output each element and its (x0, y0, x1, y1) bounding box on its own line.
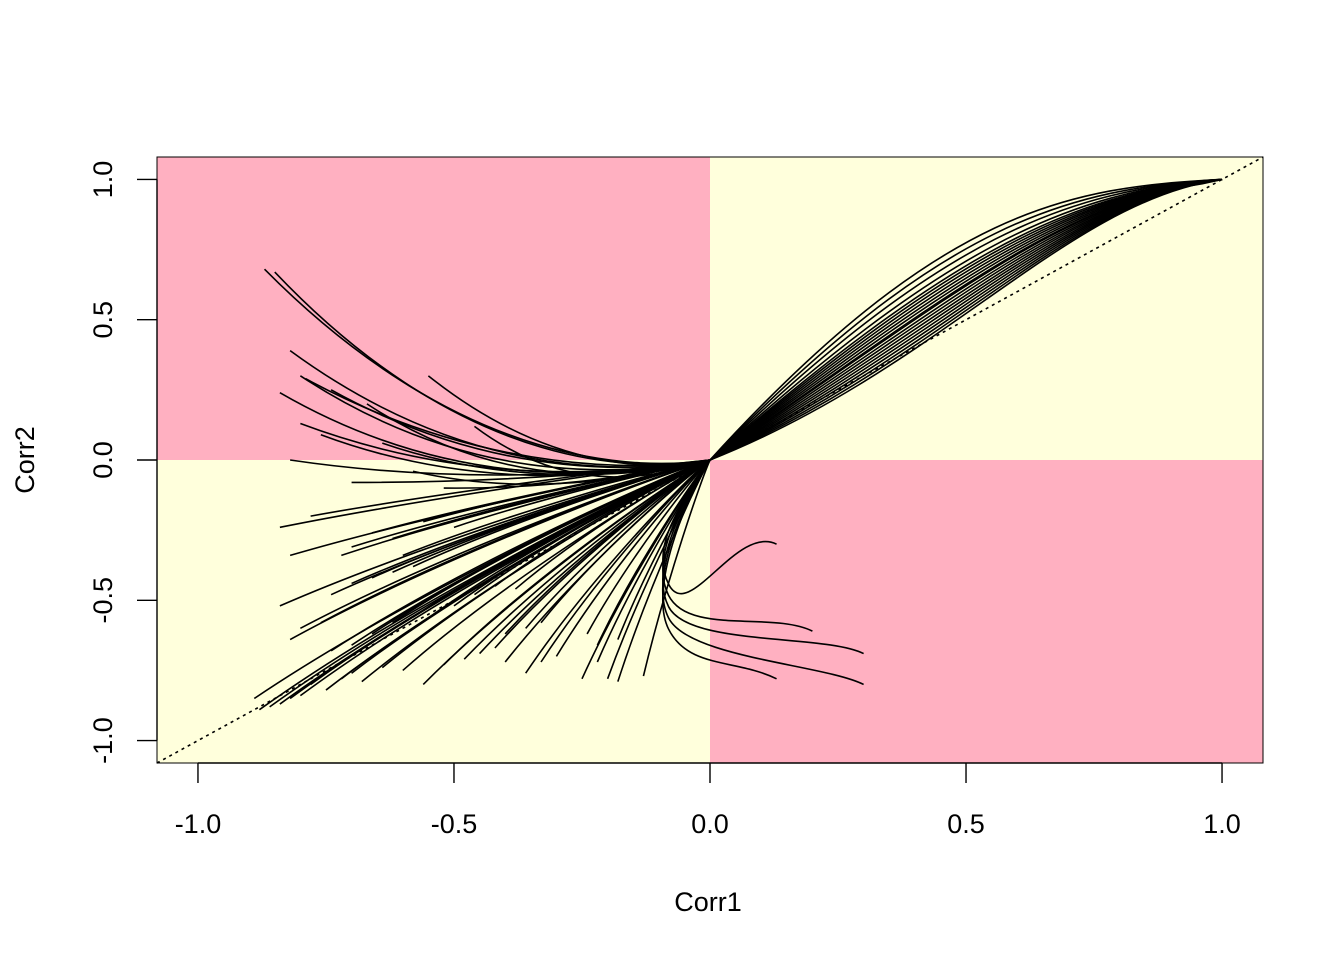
curve-lower-right-81 (662, 459, 864, 655)
curve-upper-right-tip-109 (1145, 178, 1223, 192)
y-tick-label: 1.0 (88, 161, 118, 199)
quadrant-top-left (157, 157, 710, 460)
curve-lower-right-82 (662, 459, 864, 686)
curve-upper-right-86 (709, 178, 1223, 461)
curve-lower-right-79 (662, 459, 777, 595)
x-tick-label: 0.5 (947, 809, 985, 839)
curve-upper-right-85 (709, 178, 1223, 461)
x-tick-label: 1.0 (1203, 809, 1241, 839)
curve-lower-right-80 (662, 459, 813, 632)
reference-diagonal (156, 156, 1264, 764)
curve-lower-50 (504, 459, 711, 663)
curve-lower-59 (642, 459, 711, 677)
y-tick-label: 0.0 (88, 441, 118, 479)
x-tick-label: -0.5 (431, 809, 478, 839)
quadrant-bottom-right (710, 460, 1263, 763)
curve-upper-left-78 (443, 459, 711, 489)
y-axis: -1.0 -0.5 0.0 0.5 1.0 (88, 161, 158, 764)
y-tick-label: -1.0 (88, 717, 118, 764)
x-tick-label: -1.0 (175, 809, 222, 839)
curve-upper-right-104 (709, 178, 1223, 461)
curve-lower-61 (596, 459, 711, 663)
y-axis-title: Corr2 (10, 426, 40, 494)
curve-upper-left-77 (351, 459, 711, 484)
y-tick-label: -0.5 (88, 577, 118, 624)
correlation-curves (253, 178, 1223, 711)
x-axis-title: Corr1 (674, 887, 742, 917)
x-tick-label: 0.0 (691, 809, 729, 839)
y-tick-label: 0.5 (88, 301, 118, 339)
x-axis: -1.0 -0.5 0.0 0.5 1.0 (175, 762, 1241, 839)
curve-lower-right-83 (662, 459, 777, 680)
curve-upper-right-84 (709, 178, 1223, 461)
curve-lower-24 (320, 459, 711, 624)
